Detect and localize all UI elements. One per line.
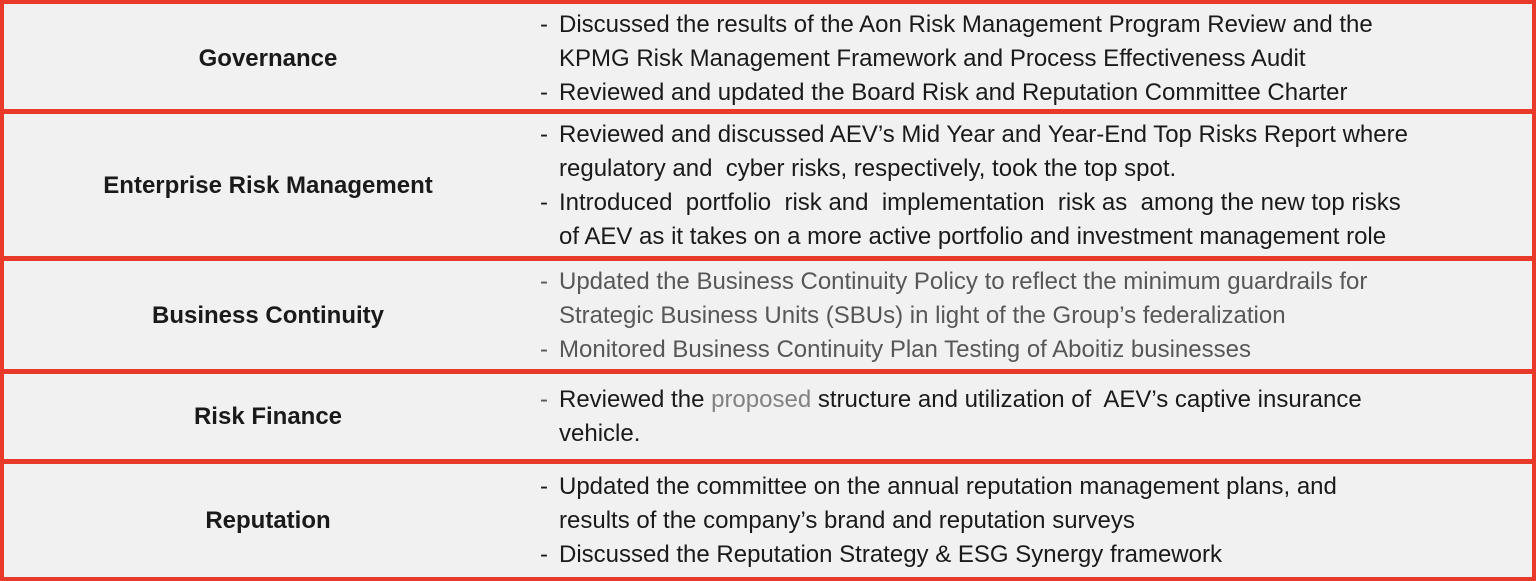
category-label: Reputation <box>205 506 331 534</box>
bullet-text-segment: Reviewed the <box>559 385 712 413</box>
category-label: Business Continuity <box>151 302 385 329</box>
bullet-text: Introduced portfolio risk and implementa… <box>559 189 1401 250</box>
bullet-text: Updated the committee on the annual repu… <box>559 472 1337 534</box>
bullet-dash: - <box>540 189 548 216</box>
category-cell: Risk Finance <box>4 374 532 459</box>
bullet-text: Updated the Business Continuity Policy t… <box>559 268 1368 329</box>
category-cell: Business Continuity <box>4 261 532 369</box>
bullet-item: - Discussed the Reputation Strategy & ES… <box>540 538 1508 572</box>
bullet-text: Discussed the results of the Aon Risk Ma… <box>559 11 1373 72</box>
table-row-risk-finance: Risk Finance - Reviewed the proposed str… <box>4 374 1532 464</box>
bullet-item: - Monitored Business Continuity Plan Tes… <box>540 333 1508 367</box>
category-cell: Governance <box>4 4 532 109</box>
bullet-dash: - <box>540 79 548 106</box>
category-cell: Enterprise Risk Management <box>4 114 532 256</box>
details-cell: - Reviewed and discussed AEV’s Mid Year … <box>532 114 1532 256</box>
category-label: Risk Finance <box>193 402 343 430</box>
table-row-governance: Governance - Discussed the results of th… <box>4 4 1532 114</box>
table-row-reputation: Reputation - Updated the committee on th… <box>4 464 1532 577</box>
details-cell: - Reviewed the proposed structure and ut… <box>532 374 1532 459</box>
bullet-text: Monitored Business Continuity Plan Testi… <box>559 336 1251 363</box>
bullet-dash: - <box>540 121 548 148</box>
bullet-item: - Updated the Business Continuity Policy… <box>540 265 1508 333</box>
bullet-dash: - <box>540 268 548 295</box>
bullet-text-segment-highlighted: proposed <box>711 385 812 413</box>
category-cell: Reputation <box>4 464 532 577</box>
category-label: Enterprise Risk Management <box>103 172 433 199</box>
bullet-item: - Reviewed and discussed AEV’s Mid Year … <box>540 118 1508 186</box>
details-cell: - Updated the Business Continuity Policy… <box>532 261 1532 369</box>
bullet-item: - Discussed the results of the Aon Risk … <box>540 8 1508 76</box>
bullet-dash: - <box>540 472 548 500</box>
bullet-text: Reviewed and updated the Board Risk and … <box>559 79 1348 106</box>
category-label: Governance <box>198 45 338 72</box>
table-row-business-continuity: Business Continuity - Updated the Busine… <box>4 261 1532 374</box>
bullet-item: - Introduced portfolio risk and implemen… <box>540 186 1508 254</box>
bullet-dash: - <box>540 336 548 363</box>
bullet-item: - Reviewed and updated the Board Risk an… <box>540 76 1508 109</box>
bullet-text: Reviewed the proposed structure and util… <box>559 383 1508 451</box>
details-cell: - Updated the committee on the annual re… <box>532 464 1532 577</box>
bullet-text-segment: structure and utilization of AEV’s capti… <box>559 385 1362 447</box>
bullet-dash: - <box>540 540 548 568</box>
bullet-item: - Updated the committee on the annual re… <box>540 470 1508 538</box>
bullet-item: - Reviewed the proposed structure and ut… <box>540 383 1508 451</box>
bullet-dash: - <box>540 11 548 38</box>
bullet-dash: - <box>540 385 548 413</box>
details-cell: - Discussed the results of the Aon Risk … <box>532 4 1532 109</box>
table-row-enterprise-risk-management: Enterprise Risk Management - Reviewed an… <box>4 114 1532 261</box>
bullet-text: Discussed the Reputation Strategy & ESG … <box>559 540 1222 568</box>
bullet-text: Reviewed and discussed AEV’s Mid Year an… <box>559 121 1408 182</box>
